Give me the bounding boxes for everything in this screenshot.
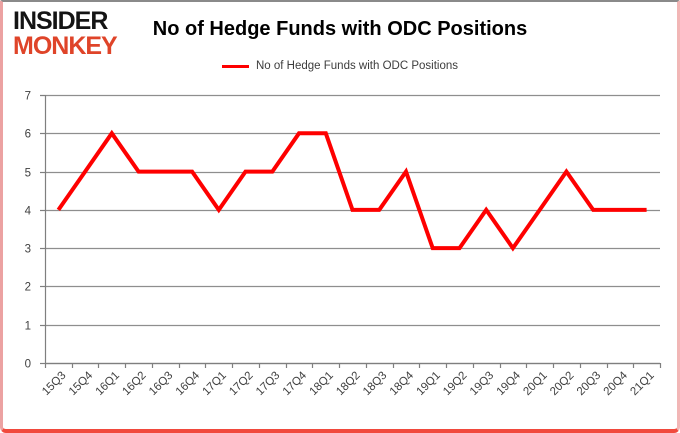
x-tick-label: 18Q4 bbox=[388, 369, 417, 398]
logo-line-monkey: MONKEY bbox=[13, 32, 118, 60]
y-tick-label: 4 bbox=[25, 206, 32, 218]
x-tick-label: 16Q1 bbox=[94, 370, 122, 398]
x-tick-label: 19Q2 bbox=[441, 370, 469, 398]
x-tick-label: 19Q3 bbox=[468, 370, 496, 398]
x-tick-label: 19Q4 bbox=[495, 369, 524, 398]
x-tick-label: 15Q3 bbox=[40, 370, 68, 398]
x-tick-label: 20Q1 bbox=[521, 370, 549, 398]
insider-monkey-logo: INSIDER MONKEY bbox=[13, 7, 118, 60]
x-tick-label: 17Q4 bbox=[281, 369, 310, 398]
legend-line-swatch bbox=[222, 64, 249, 68]
y-tick-label: 3 bbox=[25, 244, 31, 256]
y-tick-label: 0 bbox=[25, 359, 31, 371]
x-tick-label: 18Q2 bbox=[334, 370, 362, 398]
y-tick-label: 5 bbox=[25, 168, 31, 180]
y-tick-label: 1 bbox=[25, 321, 31, 333]
legend: No of Hedge Funds with ODC Positions bbox=[3, 60, 677, 72]
series-line bbox=[56, 129, 647, 252]
x-tick-label: 18Q1 bbox=[307, 370, 335, 398]
x-tick-label: 17Q1 bbox=[201, 370, 229, 398]
x-tick-label: 21Q1 bbox=[628, 370, 656, 398]
line-chart-canvas: 0 1 2 3 4 5 6 7 15Q315Q416Q116Q216Q316Q417Q117Q2… bbox=[25, 91, 662, 398]
x-tick-label: 19Q1 bbox=[414, 370, 442, 398]
x-tick-label: 20Q2 bbox=[548, 370, 576, 398]
x-tick-label: 15Q4 bbox=[67, 369, 96, 398]
y-tick-label: 7 bbox=[25, 91, 31, 103]
x-tick-label: 16Q2 bbox=[120, 370, 148, 398]
x-tick-label: 18Q3 bbox=[361, 370, 389, 398]
chart-title: No of Hedge Funds with ODC Positions bbox=[152, 18, 528, 40]
x-tick-label: 20Q3 bbox=[575, 370, 603, 398]
logo-line-insider: INSIDER bbox=[13, 7, 108, 35]
x-tick-label: 17Q3 bbox=[254, 370, 282, 398]
y-tick-label: 2 bbox=[25, 282, 31, 294]
x-tick-label: 17Q2 bbox=[227, 370, 255, 398]
y-tick-label: 6 bbox=[25, 129, 31, 141]
x-tick-label: 20Q4 bbox=[602, 369, 631, 398]
x-tick-label: 16Q3 bbox=[147, 370, 175, 398]
x-tick-label: 16Q4 bbox=[174, 369, 203, 398]
legend-label: No of Hedge Funds with ODC Positions bbox=[256, 60, 458, 72]
